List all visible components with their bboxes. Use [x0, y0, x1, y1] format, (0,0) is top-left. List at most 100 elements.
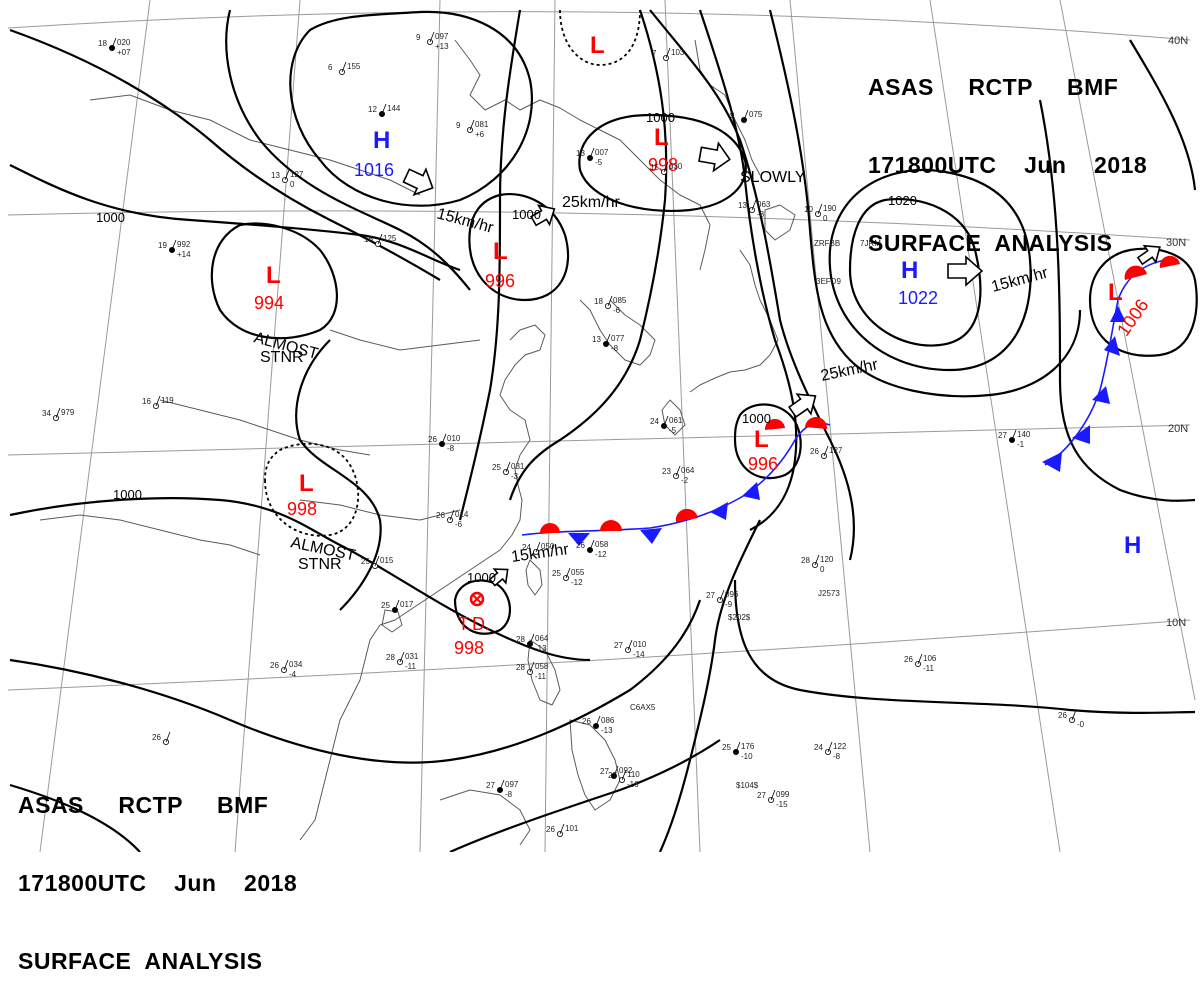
coast-philippines-south — [569, 719, 621, 811]
station-pressure: 103 — [671, 48, 685, 57]
station-temp: 27 — [608, 771, 617, 780]
station-plot: 9 075 — [730, 109, 763, 124]
meridian-5 — [664, 0, 701, 852]
cold-front-symbols — [568, 482, 760, 546]
station-temp: 25 — [552, 569, 561, 578]
station-temp: 26 — [152, 733, 161, 742]
wind-barb-icon — [381, 103, 387, 115]
wind-barb-icon — [441, 433, 447, 445]
station-tendency: +6 — [475, 130, 485, 139]
station-pressure: 031 — [511, 462, 525, 471]
station-plot: 28 031-11 — [386, 651, 419, 671]
coast-japan-honshu — [689, 249, 779, 393]
wind-barb-icon — [505, 461, 511, 473]
wind-barb-icon — [399, 651, 405, 663]
low-symbol-994: L — [266, 262, 281, 289]
wind-barb-icon — [917, 653, 923, 665]
station-temp: 10 — [804, 205, 813, 214]
isobar-far-south — [449, 739, 721, 852]
coast-mongolia-border — [89, 94, 421, 196]
coast-philippines-luzon — [527, 639, 561, 706]
station-tendency: 0 — [290, 180, 295, 189]
station-pressure: 097 — [505, 780, 519, 789]
isobar-south-2 — [9, 783, 141, 852]
parallel-20n — [7, 424, 1191, 456]
low-symbol-996-mongolia: L — [493, 238, 508, 265]
station-pressure: 077 — [611, 334, 625, 343]
wind-barb-icon — [607, 295, 613, 307]
station-pressure: 085 — [613, 296, 627, 305]
wind-barb-icon — [165, 731, 171, 743]
station-temp: 27 — [757, 791, 766, 800]
warm-semicircle-1 — [540, 523, 560, 533]
station-pressure: 081 — [475, 120, 489, 129]
wind-barb-icon — [1071, 709, 1077, 721]
station-pressure: 992 — [177, 240, 191, 249]
station-pressure: 015 — [380, 556, 394, 565]
station-temp: 26 — [810, 447, 819, 456]
wind-barb-icon — [529, 661, 535, 673]
station-tendency: -4 — [289, 670, 297, 679]
station-pressure: 125 — [383, 234, 397, 243]
isobar-label-1000-mongolia: 1000 — [512, 207, 541, 222]
station-plot: 19 992+14 — [158, 239, 191, 259]
motion-arrow-h1016 — [402, 167, 434, 197]
ship-id-label: J2573 — [818, 589, 840, 598]
cold-east-triangle-1 — [1042, 452, 1062, 472]
stnr-note-south-2: STNR — [298, 556, 342, 573]
ship-id-label: C6AX5 — [630, 703, 656, 712]
low-pressure-998-north: 998 — [648, 155, 678, 175]
isobar-pacific-mid — [658, 519, 761, 852]
wind-barb-icon — [171, 239, 177, 251]
station-plot: 7 103 — [652, 47, 685, 62]
isobar-h1022-outer — [828, 168, 1032, 372]
wind-barb-icon — [589, 147, 595, 159]
td-label: T.D. — [458, 614, 490, 634]
station-temp: 7 — [652, 49, 657, 58]
station-temp: 18 — [98, 39, 107, 48]
isobar-japan-3 — [649, 9, 856, 561]
station-plot: 15 030 — [650, 161, 683, 175]
station-temp: 26 — [582, 717, 591, 726]
coast-china-east — [379, 454, 523, 626]
isobar-994-loop — [210, 222, 339, 340]
wind-barb-icon — [155, 395, 161, 407]
station-plot: 18 020+07 — [98, 37, 131, 57]
station-plot: 26 106-11 — [904, 653, 937, 673]
ship-id-label: $104$ — [736, 781, 759, 790]
station-pressure: 127 — [290, 170, 304, 179]
motion-arrow-l998 — [698, 141, 731, 173]
station-temp: 25 — [492, 463, 501, 472]
station-pressure: 010 — [633, 640, 647, 649]
ship-id-label: ZRFBB — [814, 239, 840, 248]
td-pressure: 998 — [454, 638, 484, 658]
wind-barb-icon — [817, 203, 823, 215]
fronts — [521, 255, 1180, 546]
station-plot: 27 010-14 — [614, 639, 647, 659]
station-tendency: -8 — [611, 344, 619, 353]
station-tendency: -8 — [447, 444, 455, 453]
wind-barb-icon — [283, 659, 289, 671]
station-temp: 9 — [730, 111, 735, 120]
weather-map: 40N 30N 20N 10N — [0, 0, 1200, 852]
station-tendency: -8 — [505, 790, 513, 799]
cold-east-triangle-5 — [1110, 306, 1126, 322]
station-tendency: -13 — [601, 726, 613, 735]
station-plot: 26 101 — [546, 823, 579, 838]
station-tendency: -12 — [571, 578, 583, 587]
station-pressure: 050 — [541, 542, 555, 551]
station-plot: 24 122-8 — [814, 741, 847, 761]
station-plot: 26 086-13 — [582, 715, 615, 735]
header-title-line: ASAS RCTP BMF — [18, 792, 269, 818]
station-tendency: -8 — [833, 752, 841, 761]
isobar-east-1 — [1038, 99, 1196, 502]
coast-indochina — [299, 624, 381, 841]
station-temp: 25 — [381, 601, 390, 610]
wind-barb-icon — [627, 639, 633, 651]
map-background — [0, 0, 1200, 852]
station-pressure: 030 — [669, 162, 683, 171]
isobar-central-2 — [508, 9, 668, 501]
station-temp: 34 — [42, 409, 51, 418]
station-plot: 25 031-3 — [492, 461, 525, 481]
motion-label-l996: 25km/hr — [562, 194, 620, 211]
